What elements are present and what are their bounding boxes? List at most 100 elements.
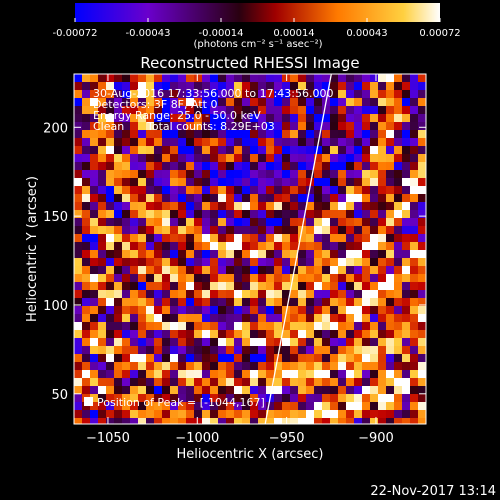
heatmap-cell [218,258,226,266]
heatmap-cell [250,402,258,410]
heatmap-cell [370,378,378,386]
heatmap-cell [314,402,322,410]
heatmap-cell [386,114,394,122]
heatmap-cell [290,362,298,370]
heatmap-cell [178,370,186,378]
heatmap-cell [194,322,202,330]
x-axis-ticks: −1050 −1000 −950 −900 [86,74,394,446]
heatmap-cell [226,410,234,418]
heatmap-cell [258,170,266,178]
heatmap-cell [82,338,90,346]
heatmap-cell [386,274,394,282]
heatmap-cell [90,394,98,402]
heatmap-cell [394,234,402,242]
heatmap-cell [378,194,386,202]
heatmap-cell [114,90,122,98]
heatmap-cell [282,226,290,234]
heatmap-cell [394,90,402,98]
heatmap-cell [82,362,90,370]
heatmap-cell [298,162,306,170]
heatmap-cell [266,154,274,162]
heatmap-cell [90,106,98,114]
heatmap-cell [178,242,186,250]
heatmap-cell [338,298,346,306]
heatmap-cell [346,194,354,202]
colorbar-tick-label: -0.00014 [199,28,244,39]
heatmap-cell [154,250,162,258]
heatmap-cell [362,306,370,314]
heatmap-cell [170,370,178,378]
heatmap-cell [122,178,130,186]
heatmap-cell [194,282,202,290]
heatmap-cell [362,274,370,282]
heatmap-cell [106,378,114,386]
heatmap-cell [290,274,298,282]
heatmap-cell [370,226,378,234]
heatmap-cell [122,354,130,362]
heatmap-cell [394,322,402,330]
heatmap-cell [290,250,298,258]
heatmap-cell [90,154,98,162]
heatmap-cell [394,98,402,106]
heatmap-cell [282,250,290,258]
heatmap-cell [418,74,426,82]
heatmap-cell [234,154,242,162]
heatmap-cell [202,282,210,290]
heatmap-cell [402,138,410,146]
heatmap-cell [290,306,298,314]
heatmap-cell [274,178,282,186]
heatmap-cell [90,322,98,330]
heatmap-cell [266,106,274,114]
heatmap-cell [226,394,234,402]
heatmap-cell [290,106,298,114]
heatmap-cell [282,306,290,314]
heatmap-cell [386,354,394,362]
heatmap-cell [162,354,170,362]
heatmap-cell [386,314,394,322]
heatmap-cell [282,362,290,370]
heatmap-cell [354,98,362,106]
heatmap-cell [226,258,234,266]
heatmap-cell [394,290,402,298]
heatmap-cell [194,186,202,194]
heatmap-cell [250,178,258,186]
heatmap-cell [98,258,106,266]
heatmap-cell [186,354,194,362]
heatmap-cell [258,314,266,322]
heatmap-cell [274,242,282,250]
heatmap-cell [338,338,346,346]
heatmap-cell [346,138,354,146]
heatmap-cell [194,338,202,346]
heatmap-cell [114,402,122,410]
heatmap-cell [74,210,82,218]
heatmap-cell [394,154,402,162]
heatmap-cell [282,138,290,146]
heatmap-cell [266,418,274,424]
heatmap-cell [218,82,226,90]
heatmap-cell [370,130,378,138]
heatmap-cell [258,242,266,250]
heatmap-cell [74,330,82,338]
heatmap-cell [394,130,402,138]
heatmap-cell [354,394,362,402]
heatmap-cell [330,218,338,226]
heatmap-cell [218,154,226,162]
heatmap-cell [330,250,338,258]
colorbar-tick-label: -0.00072 [53,28,98,39]
heatmap-cell [258,226,266,234]
heatmap-cell [250,354,258,362]
heatmap-cell [114,418,122,424]
heatmap-cell [418,106,426,114]
heatmap-cell [154,74,162,82]
heatmap-cell [258,138,266,146]
heatmap-cell [114,130,122,138]
heatmap-cell [162,106,170,114]
heatmap-cell [202,154,210,162]
heatmap-cell [138,154,146,162]
heatmap-cell [314,234,322,242]
heatmap-cell [98,282,106,290]
heatmap-cell [82,154,90,162]
heatmap-cell [418,122,426,130]
heatmap-cell [98,386,106,394]
heatmap-cell [178,234,186,242]
